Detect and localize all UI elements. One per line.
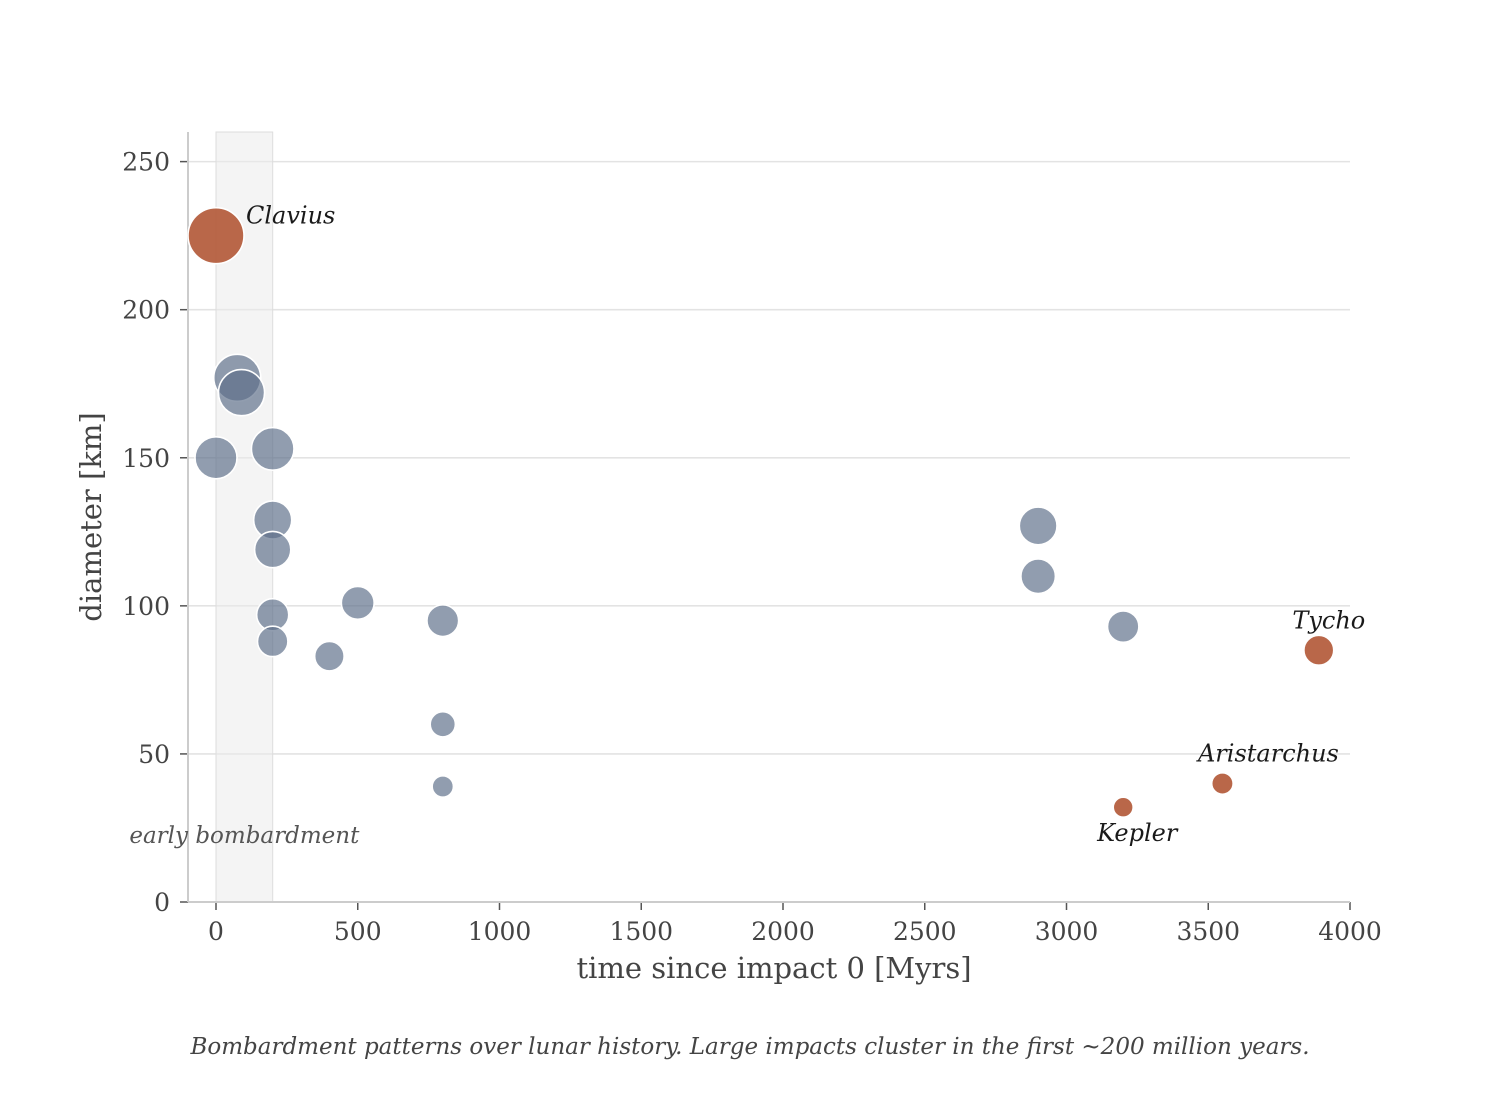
crater-point bbox=[1018, 506, 1058, 546]
x-tick-label: 0 bbox=[208, 917, 224, 946]
crater-point bbox=[340, 585, 375, 621]
crater-point bbox=[313, 640, 345, 672]
highlighted-crater-point bbox=[1112, 796, 1134, 819]
crater-point bbox=[217, 368, 266, 417]
x-tick-label: 2000 bbox=[751, 917, 815, 946]
x-tick-label: 3000 bbox=[1035, 917, 1099, 946]
x-axis-label: time since impact 0 [Myrs] bbox=[576, 951, 971, 985]
y-axis-label: diameter [km] bbox=[74, 412, 108, 621]
y-tick-label: 150 bbox=[122, 444, 170, 473]
x-tick-label: 1000 bbox=[468, 917, 532, 946]
crater-point bbox=[426, 603, 460, 638]
crater-point bbox=[429, 710, 457, 738]
y-tick-label: 0 bbox=[154, 888, 170, 917]
highlighted-crater-point bbox=[187, 206, 245, 265]
crater-point bbox=[256, 625, 289, 658]
highlighted-crater-point bbox=[1210, 772, 1234, 796]
x-tick-label: 3500 bbox=[1176, 917, 1240, 946]
x-tick-label: 4000 bbox=[1318, 917, 1382, 946]
crater-label: Tycho bbox=[1292, 606, 1365, 634]
crater-point bbox=[194, 435, 238, 480]
region-label: early bombardment bbox=[129, 823, 360, 849]
data-points bbox=[187, 206, 1335, 819]
x-tick-label: 1500 bbox=[609, 917, 673, 946]
highlighted-crater-point bbox=[1303, 634, 1335, 667]
x-tick-label: 500 bbox=[334, 917, 382, 946]
crater-point bbox=[431, 775, 455, 798]
crater-label: Aristarchus bbox=[1196, 740, 1339, 768]
y-tick-label: 100 bbox=[122, 592, 170, 621]
x-tick-label: 2500 bbox=[893, 917, 957, 946]
y-tick-label: 200 bbox=[122, 296, 170, 325]
crater-label: Kepler bbox=[1096, 819, 1179, 847]
crater-point bbox=[250, 426, 295, 471]
y-tick-label: 50 bbox=[138, 740, 170, 769]
crater-point bbox=[253, 530, 292, 569]
crater-label: Clavius bbox=[246, 202, 335, 230]
figure-caption: Bombardment patterns over lunar history.… bbox=[190, 1034, 1310, 1060]
annotations: Clavius Tycho Aristarchus Kepler bbox=[246, 202, 1365, 848]
y-tick-label: 250 bbox=[122, 148, 170, 177]
grid-lines bbox=[188, 160, 1350, 755]
crater-point bbox=[1020, 558, 1057, 595]
crater-point bbox=[1106, 610, 1140, 644]
